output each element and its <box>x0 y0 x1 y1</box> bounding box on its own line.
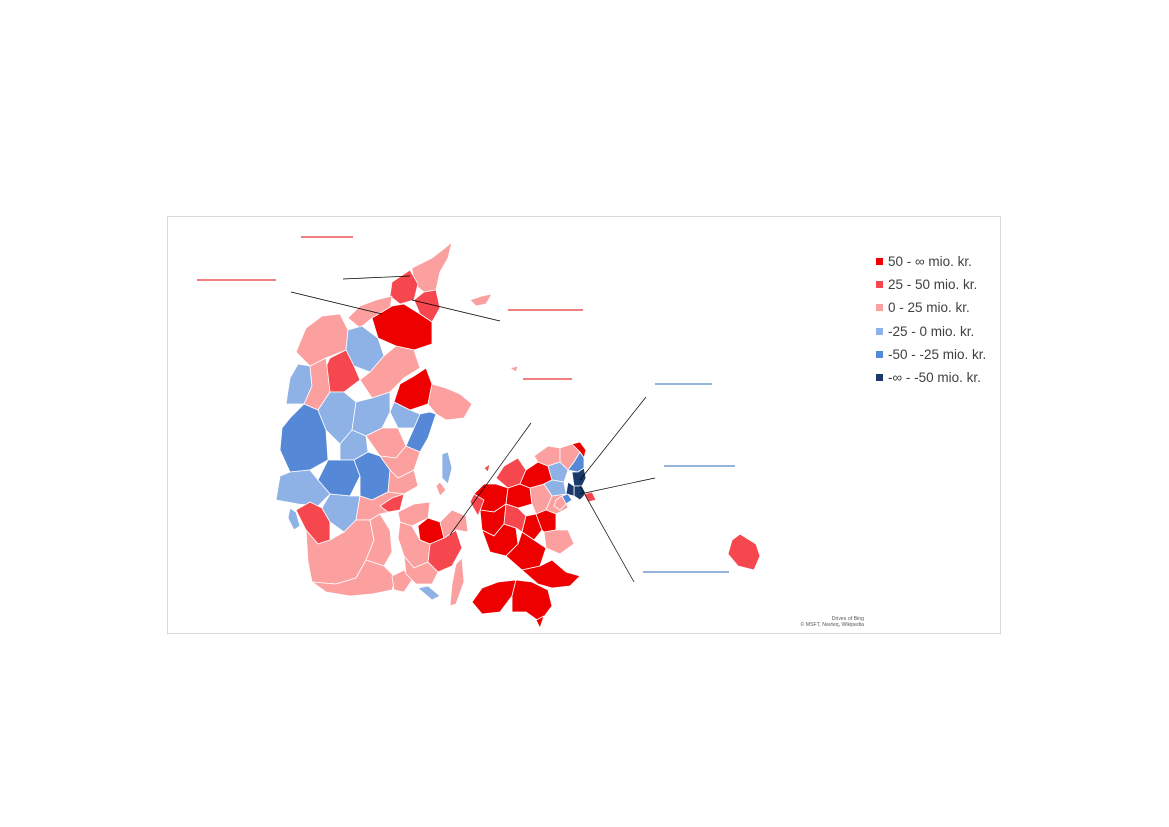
map-legend: 50 - ∞ mio. kr. 25 - 50 mio. kr. 0 - 25 mi… <box>876 250 986 389</box>
region-anholt <box>509 365 519 373</box>
legend-swatch <box>876 374 883 382</box>
leader-line-1 <box>342 275 411 280</box>
legend-swatch <box>876 327 883 335</box>
region-aalborg <box>371 303 433 351</box>
region-skive <box>345 325 385 373</box>
legend-label: 25 - 50 mio. kr. <box>888 277 978 293</box>
legend-swatch <box>876 258 883 266</box>
region-vordingborg <box>521 559 581 589</box>
region-suburb-pink <box>553 495 567 511</box>
leader-line-7 <box>579 485 635 583</box>
credit-line-1: Drives of Bing <box>831 616 864 622</box>
legend-label: 50 - ∞ mio. kr. <box>888 254 972 270</box>
region-falster-tail <box>535 615 545 629</box>
leader-line-5 <box>579 396 647 481</box>
leader-line-6 <box>579 477 656 495</box>
legend-swatch <box>876 350 883 358</box>
legend-label: -25 - 0 mio. kr. <box>888 323 975 339</box>
region-fredericia-red <box>379 493 405 513</box>
region-langeland <box>449 557 465 607</box>
region-sejero <box>483 463 491 473</box>
callout-labels <box>197 236 735 583</box>
legend-item: 50 - ∞ mio. kr. <box>876 250 986 273</box>
region-kerteminde <box>439 509 469 539</box>
region-lolland <box>471 579 517 615</box>
legend-label: 0 - 25 mio. kr. <box>888 300 970 316</box>
region-helsingor <box>571 441 587 459</box>
region-stevns <box>543 529 575 555</box>
region-faaborg <box>403 555 439 585</box>
legend-swatch <box>876 281 883 289</box>
region-herning-west <box>279 403 329 473</box>
legend-swatch <box>876 304 883 312</box>
map-credit: Drives of Bing © MSFT, Navteq, Wikipedia <box>780 616 865 629</box>
region-randers <box>393 367 433 411</box>
region-slagelse <box>481 523 519 557</box>
region-frederikshavn <box>411 241 453 293</box>
legend-item: 25 - 50 mio. kr. <box>876 273 986 296</box>
region-limfjord-sliver <box>441 451 453 485</box>
leader-line-3 <box>411 299 501 322</box>
credit-line-2: © MSFT, Navteq, Wikipedia <box>800 622 865 629</box>
region-taarnby <box>583 491 597 503</box>
region-egedal <box>543 479 567 497</box>
zealand-regions <box>435 441 597 629</box>
legend-label: -50 - -25 mio. kr. <box>888 346 987 362</box>
legend-item: -50 - -25 mio. kr. <box>876 343 986 366</box>
region-west-coast-pink <box>469 493 485 517</box>
region-samso <box>435 481 447 497</box>
region-hillerod <box>547 461 569 483</box>
region-djursland <box>427 383 473 421</box>
leader-line-2 <box>290 291 383 315</box>
region-fano <box>287 507 301 531</box>
region-aabenraa <box>365 513 393 567</box>
legend-label: -∞ - -50 mio. kr. <box>888 370 981 386</box>
jutland-regions <box>275 241 473 597</box>
funen-regions <box>397 501 469 607</box>
legend-item: -∞ - -50 mio. kr. <box>876 366 986 389</box>
region-bornholm <box>727 533 761 571</box>
legend-item: 0 - 25 mio. kr. <box>876 296 986 319</box>
leader-line-4 <box>449 422 532 536</box>
eastern-islands <box>469 293 761 571</box>
legend-item: -25 - 0 mio. kr. <box>876 320 986 343</box>
region-guldborgsund <box>511 579 553 623</box>
region-aero <box>417 585 441 601</box>
region-frederiksberg <box>565 481 575 497</box>
region-laeso <box>469 293 493 307</box>
